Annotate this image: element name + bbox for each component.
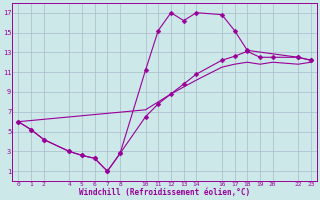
X-axis label: Windchill (Refroidissement éolien,°C): Windchill (Refroidissement éolien,°C) xyxy=(79,188,250,197)
